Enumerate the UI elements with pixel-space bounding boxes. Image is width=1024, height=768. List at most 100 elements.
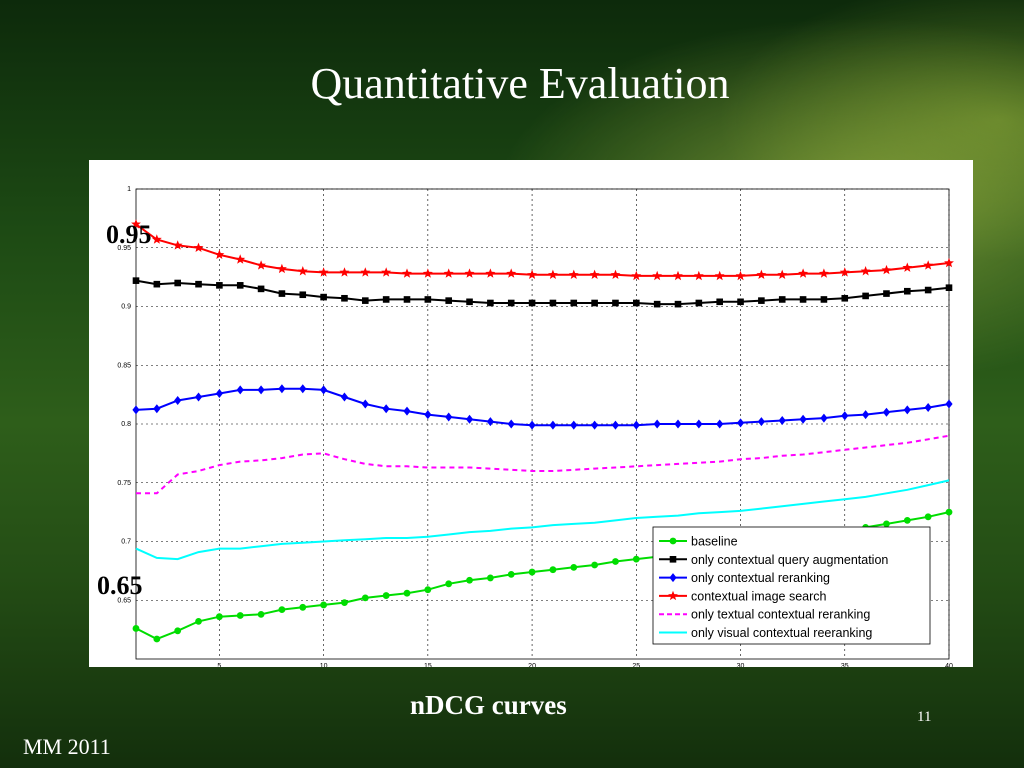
y-tick-label: 0.8 — [121, 421, 131, 428]
data-point — [466, 298, 473, 306]
data-point — [403, 589, 411, 597]
data-point — [669, 556, 677, 563]
data-point — [132, 277, 140, 284]
footer-label: MM 2011 — [23, 734, 111, 759]
x-tick-label: 5 — [217, 663, 221, 667]
data-point — [777, 269, 788, 279]
data-point — [757, 417, 765, 427]
data-point — [215, 388, 223, 398]
data-point — [591, 299, 598, 307]
data-point — [674, 300, 682, 308]
data-point — [443, 268, 454, 278]
data-point — [153, 635, 161, 643]
data-point — [506, 268, 517, 278]
legend-label-4: only textual contextual reranking — [691, 608, 870, 622]
data-point — [257, 385, 265, 395]
data-point — [883, 520, 890, 528]
data-point — [882, 407, 891, 417]
data-point — [549, 420, 557, 430]
data-point — [341, 294, 348, 302]
legend-label-1: only contextual query augmentation — [691, 553, 888, 567]
data-point — [904, 287, 911, 295]
data-point — [174, 396, 182, 405]
data-point — [320, 601, 328, 609]
data-point — [132, 625, 140, 632]
data-point — [403, 406, 411, 416]
data-point — [193, 242, 204, 252]
data-point — [945, 284, 953, 291]
data-point — [507, 299, 515, 307]
data-point — [839, 267, 850, 277]
data-point — [527, 269, 537, 279]
data-point — [945, 399, 953, 409]
data-point — [422, 268, 433, 278]
ndcg-line-chart: 5 10 15 20 25 30 35 40 0.65 0.7 0.75 0.8 0.85 0.9 0.95… — [117, 186, 954, 667]
data-point — [236, 612, 244, 619]
data-point — [277, 263, 287, 274]
data-point — [549, 299, 557, 307]
data-point — [256, 260, 266, 270]
data-point — [236, 385, 244, 395]
data-point — [174, 279, 181, 287]
chart-area: 5 10 15 20 25 30 35 40 0.65 0.7 0.75 0.8 0.85 0.9 0.95… — [89, 160, 973, 667]
plot-frame — [135, 188, 950, 660]
slide-title: Quantitative Evaluation — [310, 59, 730, 108]
data-point — [424, 586, 432, 594]
data-point — [381, 267, 392, 277]
data-point — [903, 405, 911, 415]
data-point — [464, 268, 475, 278]
data-point — [924, 513, 932, 521]
data-point — [195, 280, 202, 288]
data-point — [341, 599, 348, 606]
data-point — [528, 568, 536, 576]
y-tick-label: 1 — [127, 186, 131, 193]
data-point — [841, 411, 849, 421]
data-point — [403, 296, 411, 303]
legend-label-3: contextual image search — [691, 589, 827, 603]
data-point — [652, 270, 663, 281]
data-point — [132, 405, 140, 415]
data-point — [924, 286, 932, 294]
data-point — [382, 296, 390, 303]
data-point — [174, 627, 182, 635]
data-point — [486, 417, 494, 427]
data-point — [382, 404, 390, 414]
x-tick-label: 30 — [737, 663, 745, 667]
series-line-3 — [135, 223, 950, 277]
data-point — [320, 293, 327, 301]
data-point — [860, 266, 871, 276]
data-point — [257, 285, 265, 293]
legend-box — [652, 526, 931, 645]
chart-caption: nDCG curves — [410, 690, 567, 720]
data-point — [466, 576, 473, 584]
series-line-1 — [135, 279, 950, 306]
data-point — [215, 613, 223, 621]
data-point — [903, 516, 911, 524]
x-tick-label: 40 — [945, 663, 953, 667]
data-point — [653, 300, 661, 308]
data-point — [881, 264, 892, 275]
data-point — [153, 404, 161, 414]
data-point — [610, 269, 621, 279]
data-point — [320, 385, 328, 395]
data-point — [195, 618, 202, 625]
data-point — [278, 606, 286, 614]
data-point — [299, 603, 307, 611]
data-point — [216, 282, 223, 289]
x-tick-label: 35 — [841, 663, 849, 667]
data-point — [570, 420, 578, 430]
data-point — [695, 299, 703, 307]
legend-label-2: only contextual reranking — [691, 571, 830, 585]
series-line-2 — [135, 387, 950, 427]
data-point — [820, 413, 828, 423]
data-point — [674, 419, 682, 429]
data-point — [548, 269, 558, 279]
data-point — [568, 269, 579, 279]
data-point — [633, 299, 640, 307]
data-point — [445, 580, 453, 588]
data-point — [465, 414, 474, 424]
y-tick-label: 0.75 — [117, 480, 131, 487]
data-point — [632, 420, 640, 430]
data-point — [611, 420, 620, 430]
data-point — [799, 414, 807, 424]
